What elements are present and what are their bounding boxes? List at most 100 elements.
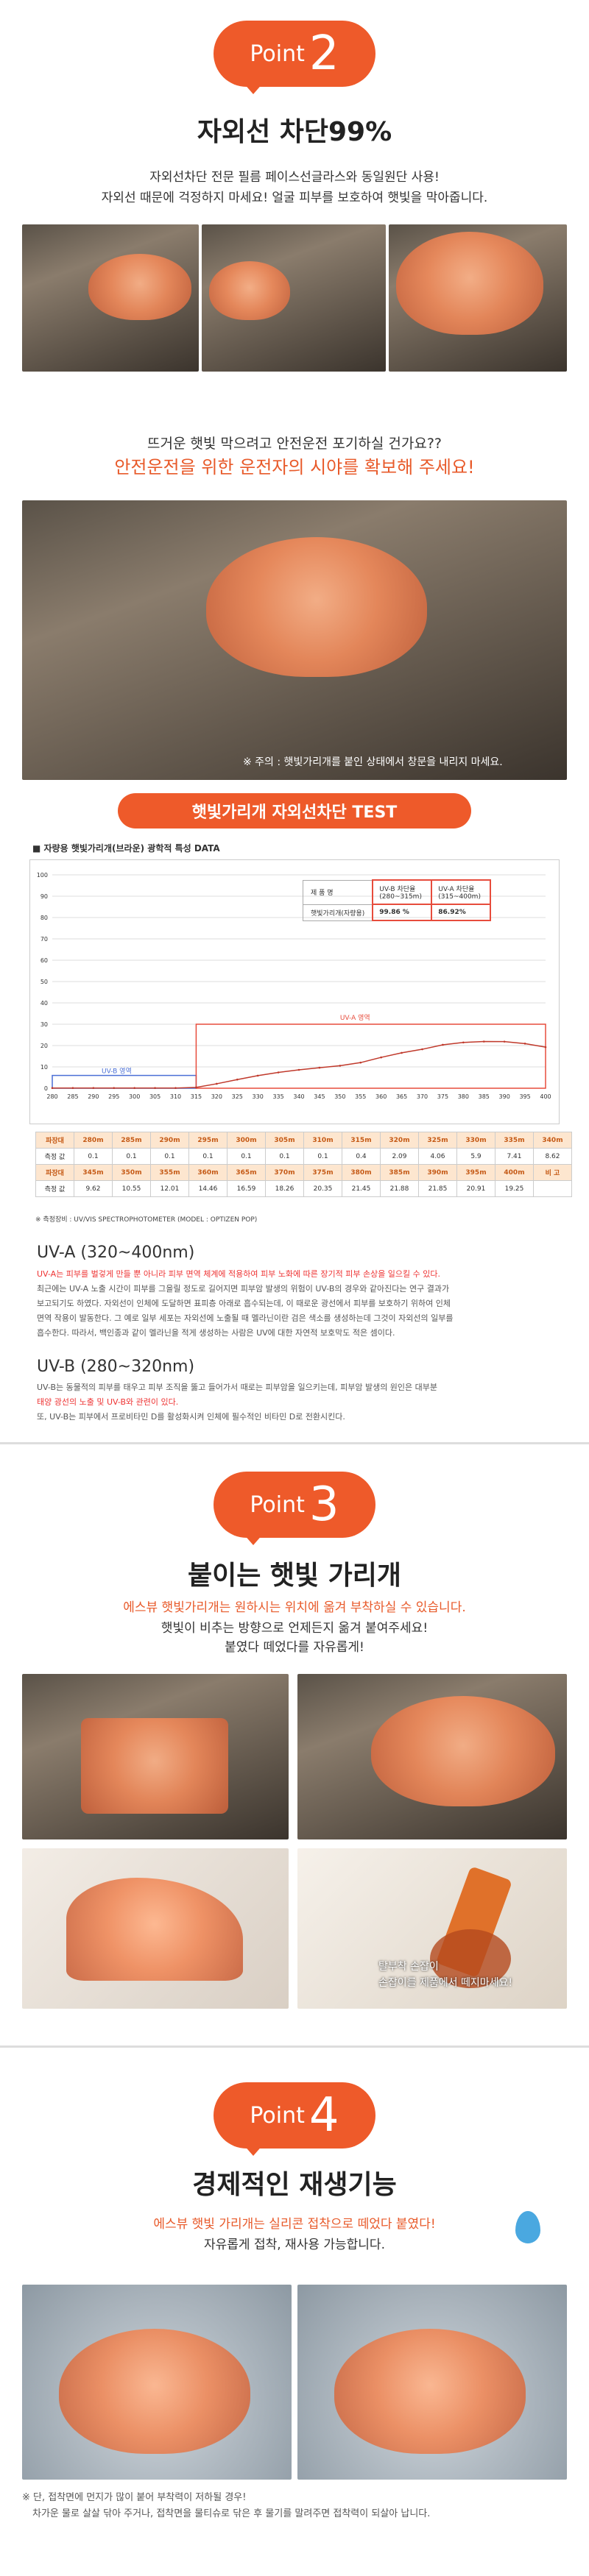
point3-badge: Point 3 xyxy=(214,1472,375,1545)
spec-cell: 350m xyxy=(112,1164,151,1181)
spec-cell: 335m xyxy=(495,1132,534,1149)
point2-title: 자외선 차단99% xyxy=(197,117,392,147)
y-tick-label: 100 xyxy=(37,872,48,879)
point4-desc1: 에스뷰 햇빛 가리개는 실리콘 접착으로 떼었다 붙였다! xyxy=(153,2217,436,2232)
point4-badge: Point 4 xyxy=(214,2082,375,2156)
section-divider-2 xyxy=(0,2045,589,2048)
spec-cell: 300m xyxy=(227,1132,266,1149)
data-point xyxy=(442,1043,444,1046)
spec-cell: 385m xyxy=(380,1164,419,1181)
spec-cell: 8.62 xyxy=(533,1148,572,1165)
point4-desc2: 자유롭게 접착, 재사용 가능합니다. xyxy=(204,2238,385,2252)
spec-cell: 19.25 xyxy=(495,1180,534,1197)
data-point xyxy=(482,1040,485,1043)
data-point xyxy=(133,1087,135,1090)
point3-title: 붙이는 햇빛 가리개 xyxy=(187,1561,402,1591)
data-point xyxy=(256,1074,259,1077)
x-tick-label: 325 xyxy=(232,1093,243,1100)
data-point xyxy=(71,1087,74,1090)
data-point xyxy=(113,1087,116,1090)
spec-cell: 355m xyxy=(150,1164,189,1181)
spec-cell: 315m xyxy=(342,1132,381,1149)
photo-driver-main: ※ 주의 : 햇빛가리개를 붙인 상태에서 창문을 내리지 마세요. xyxy=(22,500,567,780)
x-tick-label: 310 xyxy=(170,1093,181,1100)
spec-cell: 비 고 xyxy=(533,1164,572,1181)
x-tick-label: 380 xyxy=(458,1093,469,1100)
spec-table: 파장대 280m 285m 290m 295m 300m 305m 310m 315m 320m 3… xyxy=(35,1132,572,1197)
spec-cell: 310m xyxy=(303,1132,342,1149)
spec-cell: 295m xyxy=(188,1132,228,1149)
data-point xyxy=(154,1087,156,1090)
section-divider xyxy=(0,1442,589,1444)
spec-cell: 390m xyxy=(418,1164,457,1181)
photo-driver-1 xyxy=(22,224,199,372)
test-title: 햇빛가리개 자외선차단 TEST xyxy=(118,793,471,828)
x-tick-label: 365 xyxy=(396,1093,407,1100)
spec-cell: 0.1 xyxy=(74,1148,113,1165)
spec-cell: 400m xyxy=(495,1164,534,1181)
x-tick-label: 335 xyxy=(272,1093,283,1100)
spec-cell: 365m xyxy=(227,1164,266,1181)
x-tick-label: 340 xyxy=(293,1093,304,1100)
uva-region xyxy=(195,1023,546,1089)
x-tick-label: 400 xyxy=(540,1093,551,1100)
spec-cell: 14.46 xyxy=(188,1180,228,1197)
data-point xyxy=(195,1086,197,1089)
x-tick-label: 360 xyxy=(375,1093,387,1100)
spec-cell: 345m xyxy=(74,1164,113,1181)
point3-desc1: 에스뷰 햇빛가리개는 원하시는 위치에 옮겨 부착하실 수 있습니다. xyxy=(123,1600,466,1615)
y-tick-label: 50 xyxy=(40,979,48,985)
uva-region-label: UV-A 영역 xyxy=(340,1014,370,1022)
spec-cell xyxy=(533,1180,572,1197)
data-point xyxy=(359,1061,362,1064)
uvb-region-label: UV-B 영역 xyxy=(102,1068,132,1076)
water-drop-icon xyxy=(515,2211,540,2243)
data-point xyxy=(174,1087,177,1090)
spec-cell: 7.41 xyxy=(495,1148,534,1165)
spec-cell: 21.88 xyxy=(380,1180,419,1197)
photo-handle: 탈부착 손잡이 손잡이를 제품에서 떼지마세요! xyxy=(297,1848,567,2009)
data-point xyxy=(236,1078,239,1081)
spec-cell: 340m xyxy=(533,1132,572,1149)
spec-cell: 290m xyxy=(150,1132,189,1149)
x-tick-label: 320 xyxy=(211,1093,222,1100)
data-point xyxy=(523,1043,526,1045)
y-tick-label: 0 xyxy=(44,1085,48,1092)
photo-driver-2 xyxy=(202,224,386,372)
x-tick-label: 300 xyxy=(129,1093,140,1100)
spec-cell: 0.1 xyxy=(150,1148,189,1165)
data-point xyxy=(318,1066,321,1069)
data-point xyxy=(421,1048,423,1051)
point3-desc2: 햇빛이 비추는 방향으로 언제든지 옮겨 붙여주세요! xyxy=(161,1621,428,1636)
x-tick-label: 315 xyxy=(191,1093,202,1100)
data-point xyxy=(51,1087,54,1090)
point2-question: 뜨거운 햇빛 막으려고 안전운전 포기하실 건가요?? xyxy=(147,436,442,452)
y-tick-label: 60 xyxy=(40,957,48,964)
x-tick-label: 385 xyxy=(479,1093,490,1100)
spec-cell: 395m xyxy=(456,1164,495,1181)
point3-desc3: 붙였다 떼었다를 자유롭게! xyxy=(225,1640,364,1655)
spec-cell: 16.59 xyxy=(227,1180,266,1197)
spec-cell: 21.85 xyxy=(418,1180,457,1197)
photo-driver-3 xyxy=(389,224,567,372)
data-point xyxy=(462,1041,465,1044)
data-point xyxy=(544,1046,547,1049)
uv-chart: 0 10 20 30 40 50 60 70 80 90 100 280 285 290 295 300 305… xyxy=(37,872,551,1100)
x-tick-label: 285 xyxy=(67,1093,78,1100)
y-tick-label: 40 xyxy=(40,1000,48,1007)
x-tick-label: 390 xyxy=(499,1093,510,1100)
spec-cell: 9.62 xyxy=(74,1180,113,1197)
point2-desc1: 자외선차단 전문 필름 페이스선글라스와 동일원단 사용! xyxy=(149,170,440,185)
photo-wash-2 xyxy=(297,2285,567,2480)
point2-headline: 안전운전을 위한 운전자의 시야를 확보해 주세요! xyxy=(114,457,475,478)
y-tick-label: 20 xyxy=(40,1043,48,1049)
y-tick-label: 80 xyxy=(40,915,48,921)
x-tick-label: 295 xyxy=(108,1093,119,1100)
point4-title: 경제적인 재생기능 xyxy=(192,2170,397,2200)
x-tick-label: 305 xyxy=(149,1093,161,1100)
spec-cell: 380m xyxy=(342,1164,381,1181)
caution-note: ※ 주의 : 햇빛가리개를 붙인 상태에서 창문을 내리지 마세요. xyxy=(243,756,503,768)
spec-cell: 0.1 xyxy=(227,1148,266,1165)
data-point xyxy=(380,1056,382,1059)
data-point xyxy=(401,1051,403,1054)
